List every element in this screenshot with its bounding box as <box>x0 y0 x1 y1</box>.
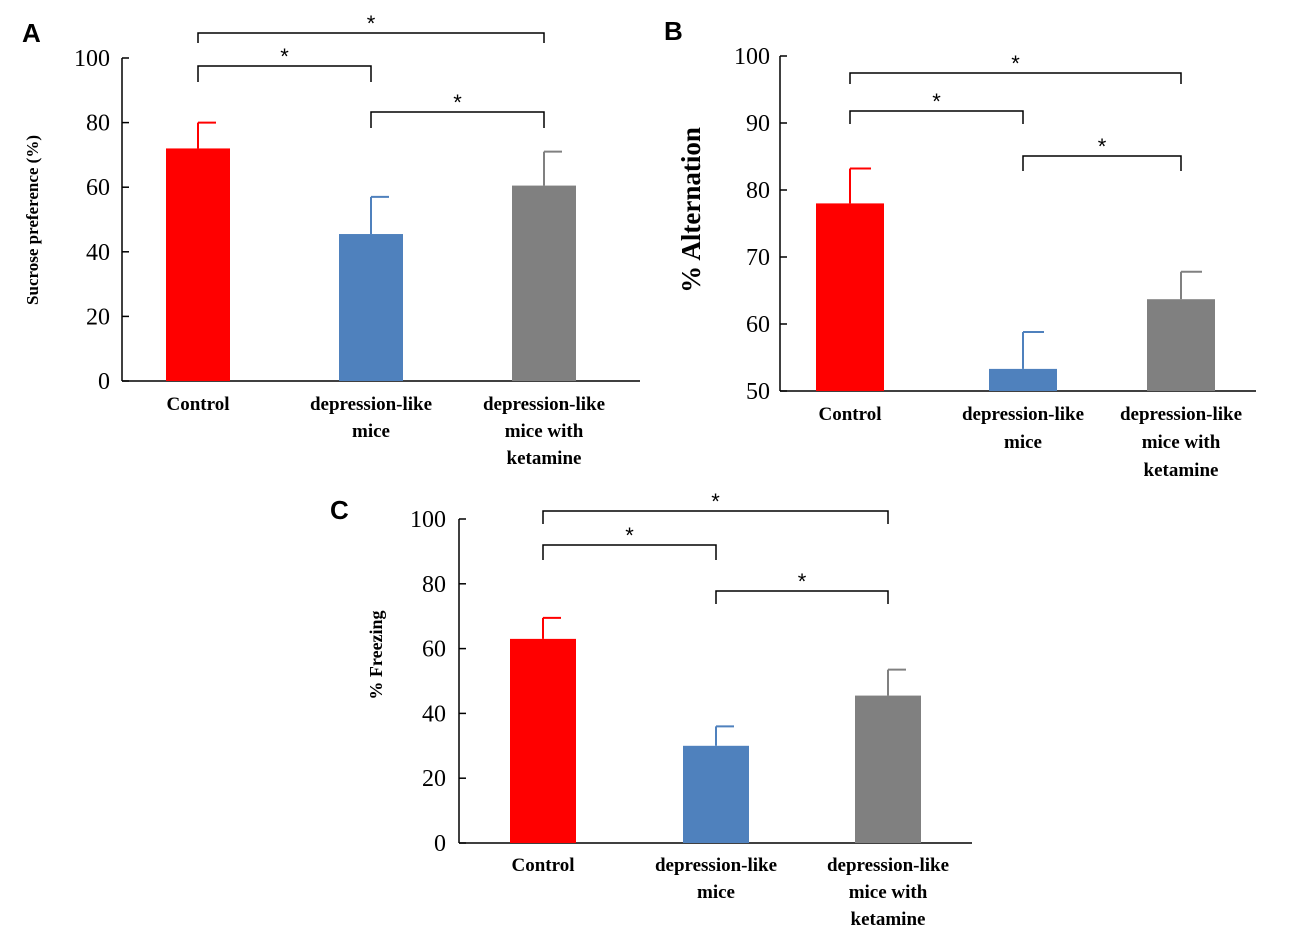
significance-label: * <box>1011 51 1020 76</box>
significance-label: * <box>932 89 941 114</box>
y-tick-label: 100 <box>410 507 446 533</box>
significance-bracket <box>542 544 717 560</box>
panel-label: A <box>22 18 41 48</box>
y-tick-label: 0 <box>98 369 110 395</box>
y-tick-label: 20 <box>422 766 446 792</box>
category-label: ketamine <box>1144 460 1219 481</box>
category-label: Control <box>512 855 575 876</box>
significance-label: * <box>453 90 462 115</box>
bar <box>816 203 884 391</box>
y-tick-label: 40 <box>86 240 110 266</box>
significance-label: * <box>367 11 376 36</box>
y-tick-label: 100 <box>74 46 110 72</box>
bar <box>510 638 576 843</box>
y-tick-label: 60 <box>422 637 446 663</box>
y-tick-label: 60 <box>86 175 110 201</box>
significance-bracket <box>1022 155 1182 171</box>
panel-label: C <box>330 495 349 525</box>
chart-panel-a: A Sucrose preference (%) 0 20 40 60 80 100 Contr… <box>22 11 640 469</box>
significance-label: * <box>625 523 634 548</box>
y-tick-label: 80 <box>746 178 770 204</box>
significance-label: * <box>711 489 720 514</box>
category-label: depression-like <box>483 394 605 415</box>
y-tick-label: 70 <box>746 245 770 271</box>
category-label: mice with <box>1142 432 1221 453</box>
category-label: depression-like <box>310 394 432 415</box>
y-tick-label: 50 <box>746 379 770 405</box>
category-label: Control <box>819 404 882 425</box>
y-tick-label: 40 <box>422 701 446 727</box>
significance-label: * <box>1098 134 1107 159</box>
y-tick-label: 100 <box>734 44 770 70</box>
bar <box>512 185 576 381</box>
category-label: depression-like <box>1120 404 1242 425</box>
bar <box>855 695 921 843</box>
category-label: mice with <box>849 882 928 903</box>
category-label: ketamine <box>507 448 582 469</box>
y-tick-label: 80 <box>422 572 446 598</box>
significance-label: * <box>280 44 289 69</box>
category-label: mice <box>1004 432 1042 453</box>
significance-bracket <box>197 32 545 43</box>
category-label: depression-like <box>655 855 777 876</box>
y-axis-label: % Freezing <box>366 610 386 699</box>
significance-bracket <box>370 111 545 128</box>
chart-panel-c: C % Freezing 0 20 40 60 80 100 Control depression… <box>330 489 972 930</box>
bar <box>339 234 403 381</box>
y-tick-label: 60 <box>746 312 770 338</box>
significance-bracket <box>715 590 889 604</box>
bar <box>1147 299 1215 391</box>
significance-bracket <box>542 510 889 524</box>
bar <box>989 368 1057 391</box>
y-tick-label: 80 <box>86 111 110 137</box>
category-label: ketamine <box>851 909 926 930</box>
category-label: mice <box>697 882 735 903</box>
category-label: mice with <box>505 421 584 442</box>
category-label: Control <box>167 394 230 415</box>
significance-bracket <box>849 110 1024 124</box>
bar <box>683 745 749 843</box>
bar <box>166 148 230 381</box>
category-label: depression-like <box>962 404 1084 425</box>
category-label: mice <box>352 421 390 442</box>
significance-bracket <box>197 65 372 82</box>
y-tick-label: 20 <box>86 304 110 330</box>
y-axis-label: Sucrose preference (%) <box>23 135 42 305</box>
y-tick-label: 90 <box>746 111 770 137</box>
y-axis-label: % Alternation <box>676 127 706 293</box>
panel-label: B <box>664 16 683 46</box>
significance-bracket <box>849 72 1182 84</box>
significance-label: * <box>798 569 807 594</box>
chart-panel-b: B % Alternation 50 60 70 80 90 100 Control depres… <box>664 16 1256 481</box>
category-label: depression-like <box>827 855 949 876</box>
y-tick-label: 0 <box>434 831 446 857</box>
